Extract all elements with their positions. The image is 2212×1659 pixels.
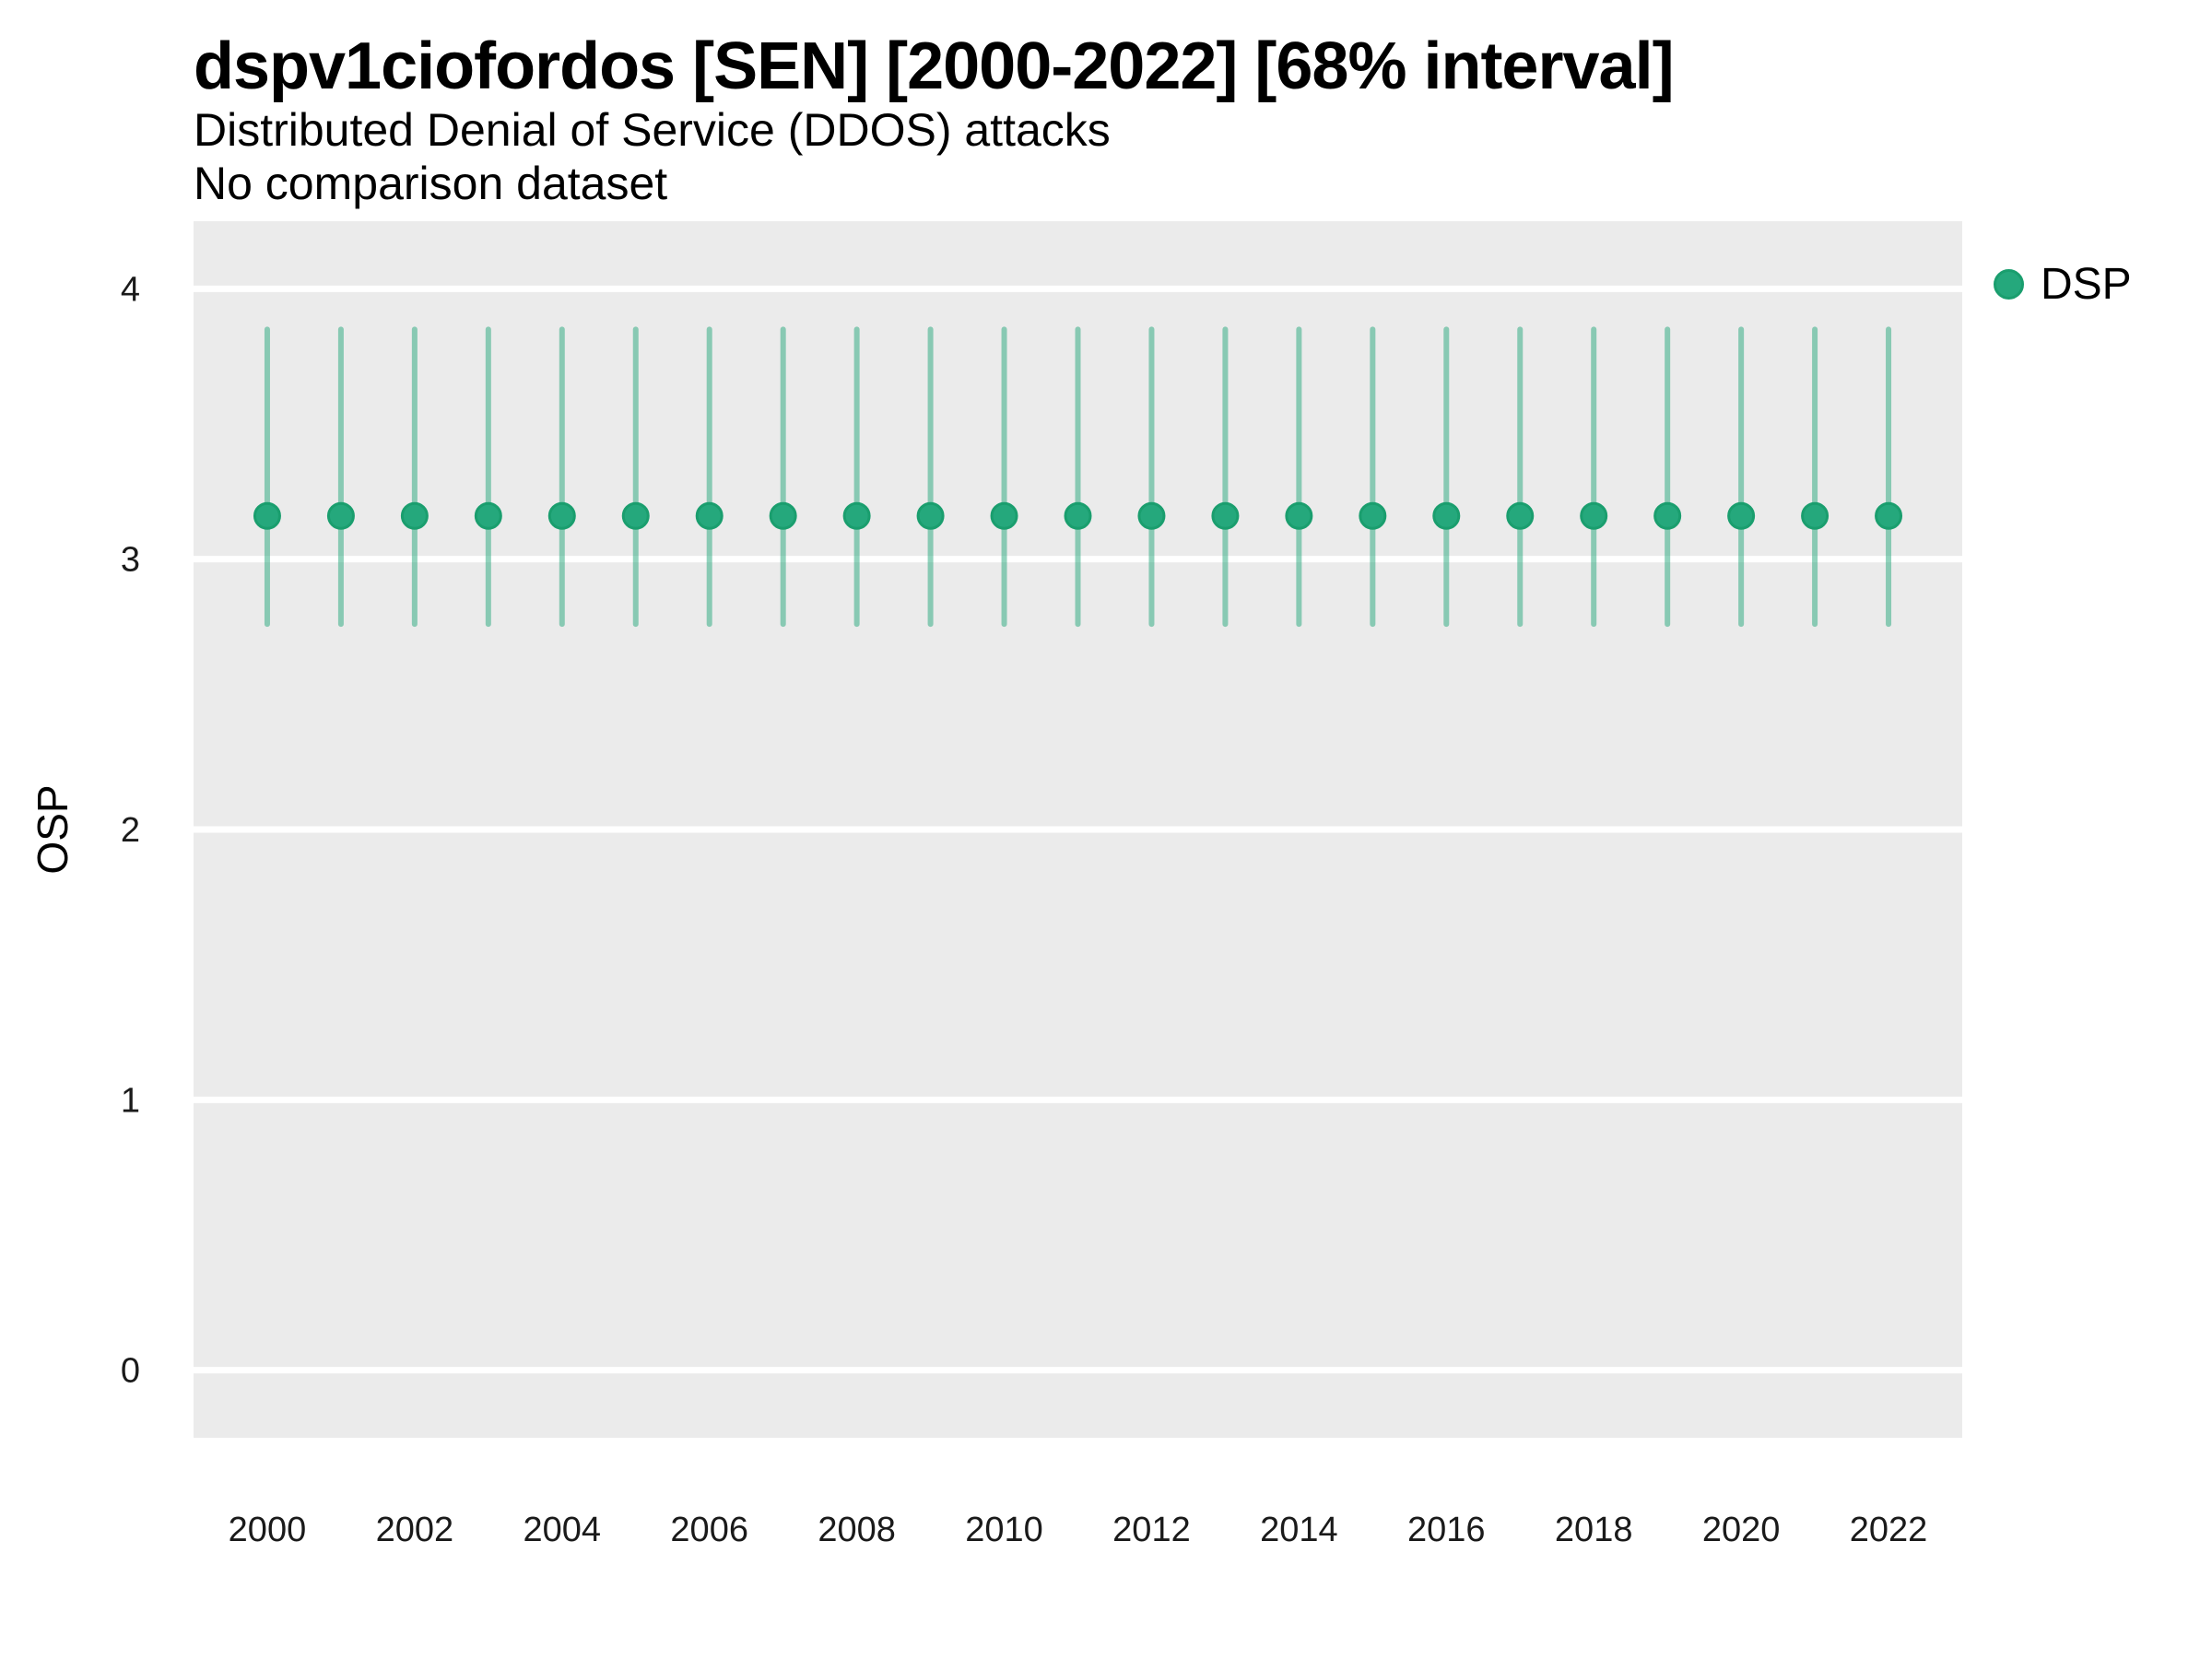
chart-note: No comparison dataset [194,157,668,209]
data-point-2004 [547,501,576,530]
y-tick-label-0: 0 [121,1352,140,1391]
chart-header: dspv1ciofordos [SEN] [2000-2022] [68% in… [194,29,1675,210]
data-point-2015 [1359,501,1387,530]
data-point-2016 [1432,501,1461,530]
x-tick-label-2002: 2002 [376,1511,454,1549]
data-point-2022 [1875,501,1903,530]
data-point-2020 [1727,501,1756,530]
x-tick-label-2010: 2010 [965,1511,1043,1549]
data-point-2007 [769,501,797,530]
data-point-2005 [621,501,650,530]
legend-marker-dsp-icon [1994,269,2024,300]
data-point-2017 [1506,501,1535,530]
y-tick-label-4: 4 [121,270,140,309]
x-tick-label-2016: 2016 [1407,1511,1486,1549]
chart-subtitle: Distributed Denial of Service (DDOS) att… [194,103,1111,156]
data-point-2013 [1211,501,1240,530]
data-point-2018 [1580,501,1608,530]
legend: DSP [1994,259,2132,310]
data-point-2003 [474,501,502,530]
legend-label-dsp: DSP [2041,260,2132,309]
data-point-2002 [400,501,429,530]
data-point-2009 [916,501,945,530]
x-tick-label-2012: 2012 [1112,1511,1191,1549]
x-tick-label-2000: 2000 [229,1511,307,1549]
data-point-2006 [695,501,724,530]
data-point-2011 [1064,501,1092,530]
data-point-2012 [1137,501,1166,530]
data-point-2000 [253,501,281,530]
data-point-2021 [1801,501,1830,530]
data-point-2014 [1285,501,1313,530]
data-point-2019 [1653,501,1682,530]
x-tick-label-2022: 2022 [1850,1511,1928,1549]
y-tick-label-2: 2 [121,811,140,850]
data-point-2001 [326,501,355,530]
x-tick-label-2018: 2018 [1555,1511,1633,1549]
data-point-2008 [842,501,871,530]
y-tick-label-3: 3 [121,541,140,580]
x-tick-label-2004: 2004 [524,1511,602,1549]
chart-title: dspv1ciofordos [SEN] [2000-2022] [68% in… [194,29,1675,103]
x-tick-label-2020: 2020 [1702,1511,1781,1549]
y-tick-label-1: 1 [121,1081,140,1120]
x-tick-label-2014: 2014 [1260,1511,1338,1549]
data-point-2010 [990,501,1018,530]
x-tick-label-2008: 2008 [818,1511,896,1549]
x-tick-label-2006: 2006 [670,1511,748,1549]
